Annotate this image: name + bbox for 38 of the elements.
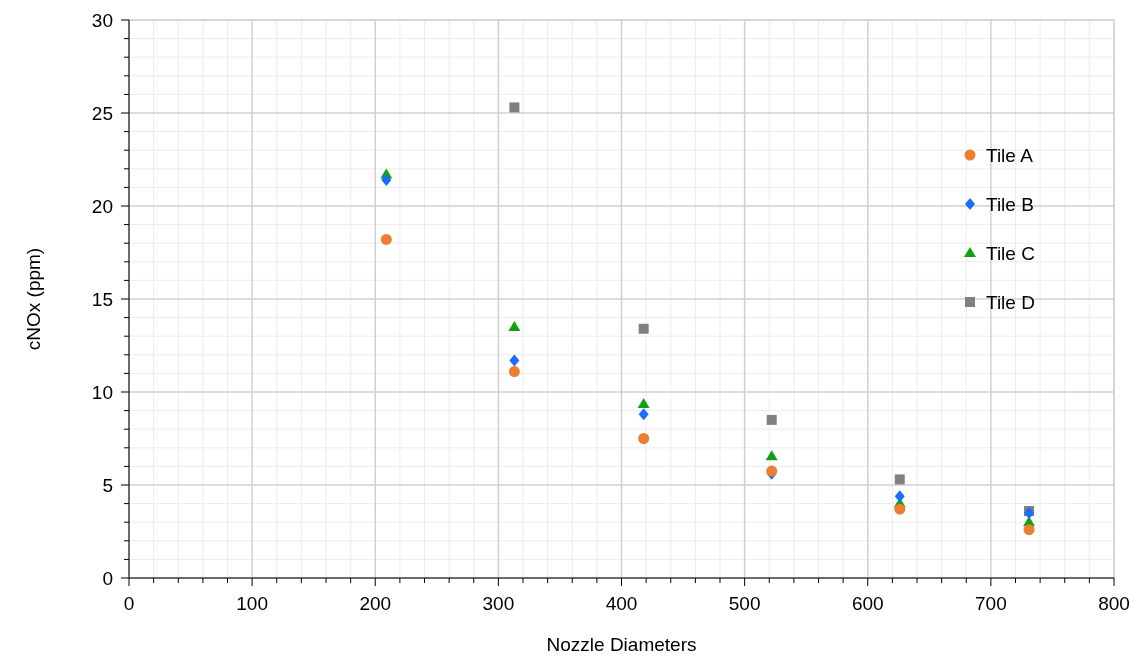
point	[380, 233, 392, 245]
legend-label: Tile D	[986, 292, 1035, 313]
x-tick-label: 400	[605, 593, 638, 614]
x-axis-title: Nozzle Diameters	[546, 634, 697, 655]
point	[765, 450, 778, 461]
x-tick-label: 300	[482, 593, 515, 614]
x-tick-label: 600	[851, 593, 884, 614]
point	[509, 102, 520, 113]
y-axis-title: cNOx (ppm)	[23, 247, 44, 351]
y-tick-label: 0	[102, 568, 113, 589]
y-tick-label: 10	[91, 382, 113, 403]
x-tick-label: 200	[359, 593, 392, 614]
point	[1023, 524, 1035, 536]
legend-label: Tile A	[986, 145, 1034, 166]
x-tick-label: 800	[1098, 593, 1130, 614]
y-tick-label: 20	[91, 196, 113, 217]
point	[638, 433, 650, 444]
point	[509, 354, 520, 367]
point	[508, 320, 521, 331]
x-tick-label: 500	[728, 593, 761, 614]
point	[894, 503, 906, 515]
legend-label: Tile B	[986, 194, 1034, 215]
point	[508, 366, 520, 378]
point	[766, 414, 777, 425]
x-tick-label: 100	[236, 593, 268, 614]
point	[638, 408, 649, 421]
point	[381, 173, 392, 186]
y-tick-label: 5	[102, 475, 113, 496]
point	[894, 490, 905, 503]
point	[894, 474, 905, 485]
y-tick-label: 30	[91, 10, 113, 31]
x-tick-label: 0	[123, 593, 135, 614]
point	[638, 323, 649, 334]
x-tick-label: 700	[975, 593, 1007, 614]
point	[637, 398, 650, 409]
y-tick-label: 25	[91, 103, 113, 124]
legend-label: Tile C	[986, 243, 1035, 264]
y-tick-label: 15	[91, 289, 113, 310]
